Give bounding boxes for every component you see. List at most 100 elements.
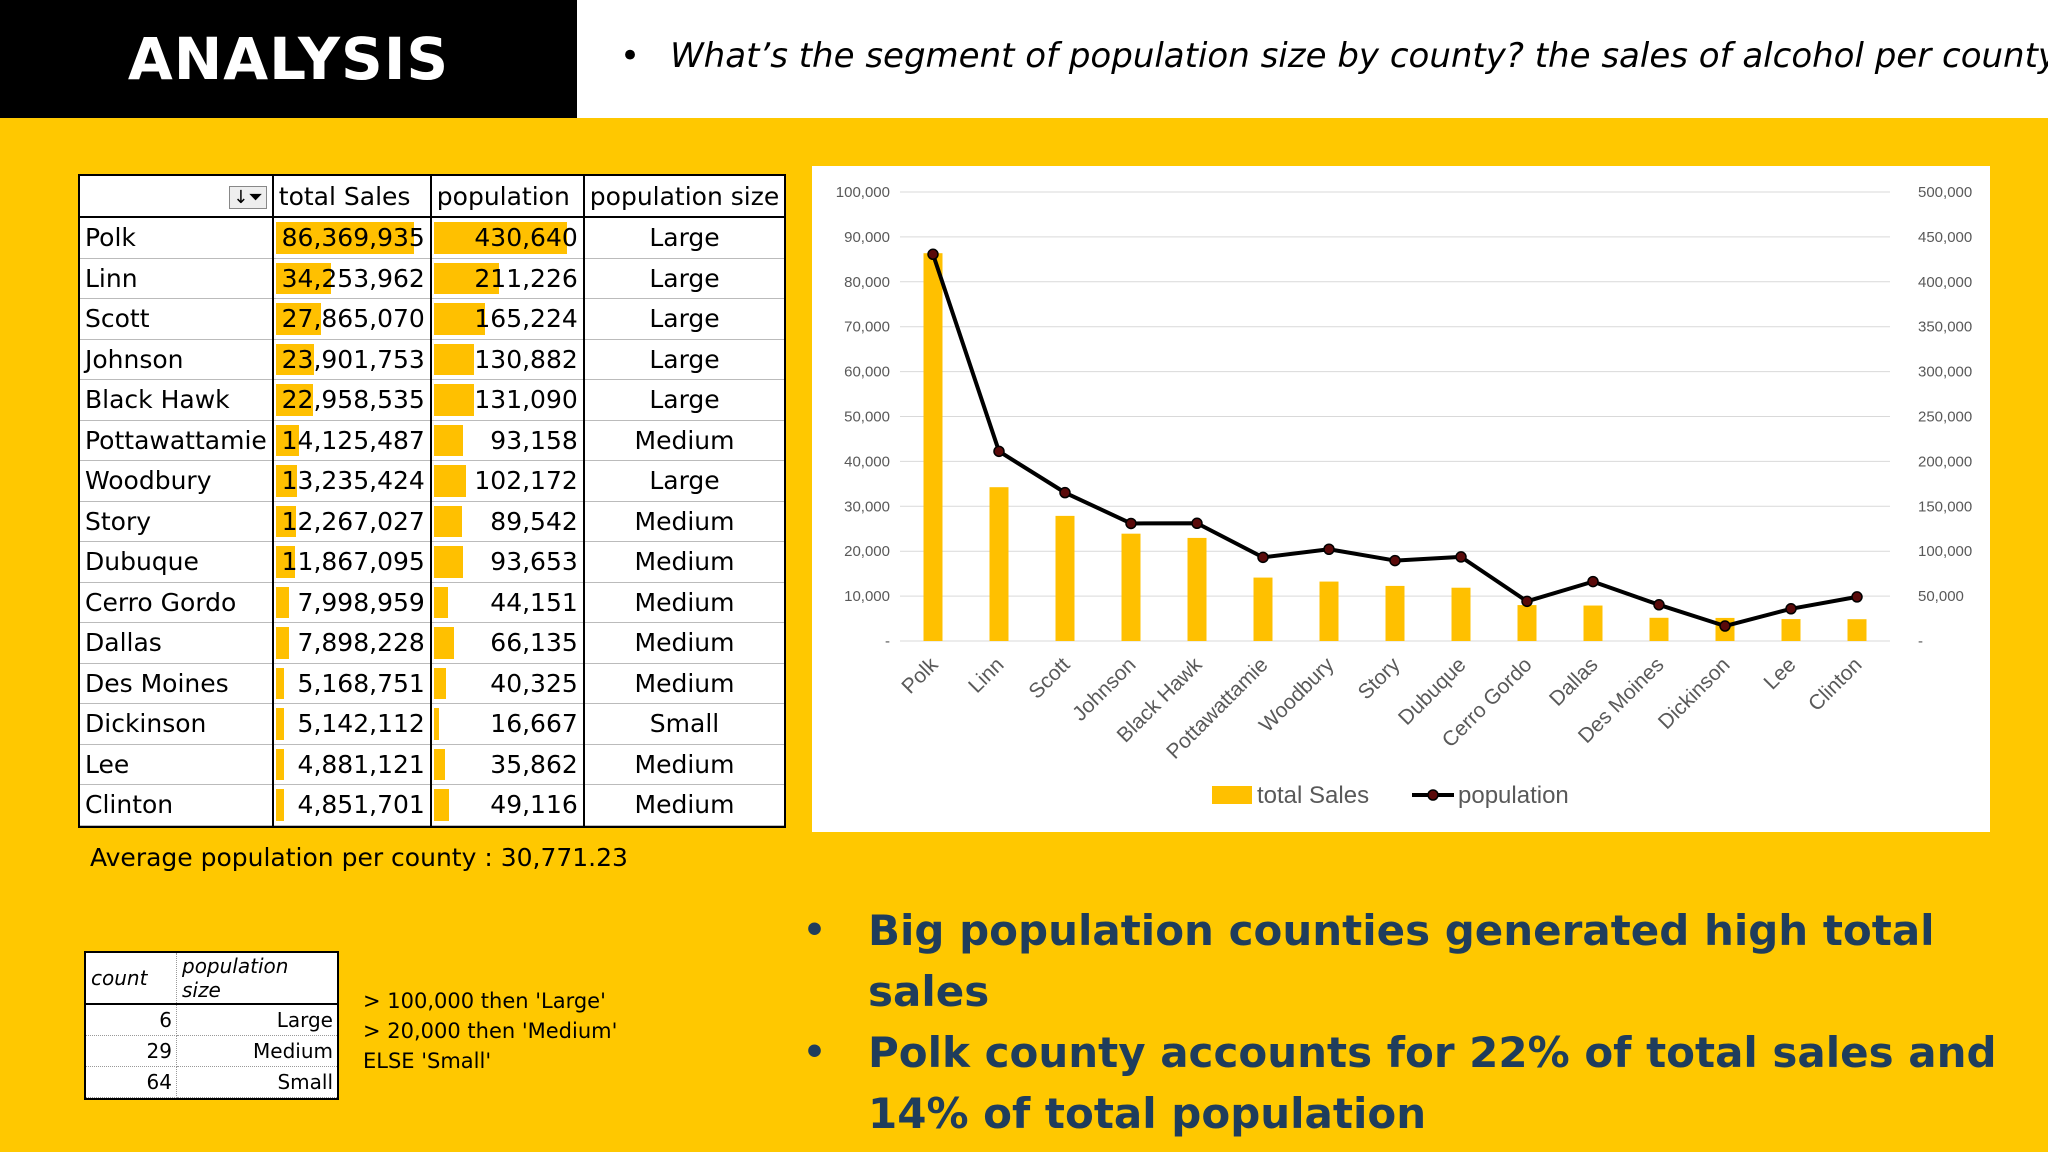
population-marker (1323, 543, 1335, 555)
sales-bar (1517, 605, 1537, 641)
sales-cell: 13,235,424 (272, 460, 432, 502)
header-total-sales: total Sales (272, 176, 432, 218)
size-cell: Medium (583, 663, 785, 704)
sales-bar (1055, 515, 1075, 641)
sales-bar (1847, 619, 1867, 641)
findings: • Big population counties generated high… (803, 900, 2003, 1144)
population-databar (433, 505, 462, 537)
legend-swatch-population-marker (1427, 789, 1439, 801)
count-header: count (86, 953, 177, 1005)
size-cell: Large (583, 339, 785, 380)
question-label: What’s the segment of population size by… (670, 36, 2048, 76)
table-row: Black Hawk 22,958,535 131,090 Large (80, 379, 785, 421)
pivot-header-row: ↓⏷ total Sales population population siz… (80, 176, 785, 218)
sales-value: 13,235,424 (281, 466, 425, 496)
y-left-tick-label: 70,000 (844, 319, 890, 336)
sales-value: 4,851,701 (297, 790, 425, 820)
table-row: Pottawattamie 14,125,487 93,158 Medium (80, 420, 785, 461)
sales-databar (275, 262, 331, 294)
sales-cell: 7,898,228 (272, 622, 432, 664)
rule-small: ELSE 'Small' (363, 1049, 492, 1073)
y-right-tick-label: 200,000 (1918, 453, 1972, 470)
finding-2: • Polk county accounts for 22% of total … (803, 1022, 2003, 1144)
county-cell: Lee (80, 744, 274, 785)
population-databar (433, 627, 454, 659)
population-cell: 93,653 (430, 541, 585, 583)
population-cell: 211,226 (430, 258, 585, 299)
sales-databar (275, 708, 284, 740)
y-right-tick-label: 500,000 (1918, 184, 1972, 201)
table-row: 29 Medium (86, 1035, 337, 1067)
population-databar (433, 303, 485, 335)
size-cell: Medium (583, 541, 785, 583)
y-right-tick-label: 450,000 (1918, 229, 1972, 246)
count-cell: 6 (86, 1004, 177, 1036)
county-cell: Dallas (80, 622, 274, 664)
x-tick-label: Scott (1024, 653, 1074, 703)
finding-bullet: • (803, 1032, 827, 1073)
size-cell: Medium (583, 582, 785, 623)
sales-databar (275, 505, 296, 537)
sales-value: 4,881,121 (297, 749, 425, 779)
finding-text: Big population counties generated high t… (868, 906, 1935, 1016)
y-right-tick-label: 300,000 (1918, 364, 1972, 381)
size-cell: Large (583, 258, 785, 299)
x-tick-label: Clinton (1804, 653, 1866, 715)
population-marker (1851, 591, 1863, 603)
population-marker (1191, 517, 1203, 530)
population-cell: 165,224 (430, 298, 585, 340)
population-cell: 66,135 (430, 622, 585, 664)
population-value: 131,090 (474, 385, 578, 415)
y-left-tick-label: 30,000 (844, 498, 890, 515)
sales-value: 23,901,753 (281, 344, 425, 374)
average-population: Average population per county : 30,771.2… (90, 843, 628, 872)
county-cell: Story (80, 501, 274, 542)
legend-label-population: population (1458, 782, 1569, 809)
sales-bar (1121, 533, 1141, 641)
sales-value: 11,867,095 (281, 547, 425, 577)
county-cell: Scott (80, 298, 274, 340)
x-tick-label: Dickinson (1654, 653, 1735, 734)
table-row: Lee 4,881,121 35,862 Medium (80, 744, 785, 785)
y-right-tick-label: 50,000 (1918, 588, 1964, 605)
sales-bar (1781, 619, 1801, 641)
sales-value: 27,865,070 (281, 304, 425, 334)
sales-bar (923, 253, 943, 641)
size-cell: Medium (176, 1035, 337, 1067)
population-cell: 49,116 (430, 784, 585, 826)
sales-cell: 23,901,753 (272, 339, 432, 380)
y-left-tick-label: 40,000 (844, 453, 890, 470)
table-row: Des Moines 5,168,751 40,325 Medium (80, 663, 785, 704)
population-value: 66,135 (490, 628, 578, 658)
size-cell: Large (583, 217, 785, 259)
size-cell: Medium (583, 622, 785, 664)
x-tick-label: Polk (897, 653, 943, 699)
sales-cell: 12,267,027 (272, 501, 432, 542)
table-row: 6 Large (86, 1004, 337, 1036)
population-databar (433, 222, 567, 254)
table-row: 64 Small (86, 1066, 337, 1098)
population-value: 16,667 (490, 709, 578, 739)
population-cell: 89,542 (430, 501, 585, 542)
county-cell: Woodbury (80, 460, 274, 502)
sales-value: 5,142,112 (297, 709, 425, 739)
population-value: 44,151 (490, 587, 578, 617)
population-marker (993, 445, 1005, 458)
sales-databar (275, 465, 297, 497)
y-left-tick-label: 60,000 (844, 364, 890, 381)
table-row: Scott 27,865,070 165,224 Large (80, 298, 785, 340)
county-cell: Clinton (80, 784, 274, 826)
size-cell: Medium (583, 420, 785, 461)
table-row: Clinton 4,851,701 49,116 Medium (80, 784, 785, 826)
table-row: Polk 86,369,935 430,640 Large (80, 217, 785, 259)
population-value: 40,325 (490, 668, 578, 698)
population-marker (1389, 554, 1401, 567)
size-cell: Large (583, 460, 785, 502)
size-cell: Large (176, 1004, 337, 1036)
sort-filter-icon[interactable]: ↓⏷ (229, 185, 267, 209)
size-cell: Medium (583, 784, 785, 826)
sales-cell: 5,142,112 (272, 703, 432, 745)
sales-value: 86,369,935 (281, 223, 425, 253)
x-tick-label: Linn (964, 653, 1008, 697)
y-right-tick-label: 100,000 (1918, 543, 1972, 560)
